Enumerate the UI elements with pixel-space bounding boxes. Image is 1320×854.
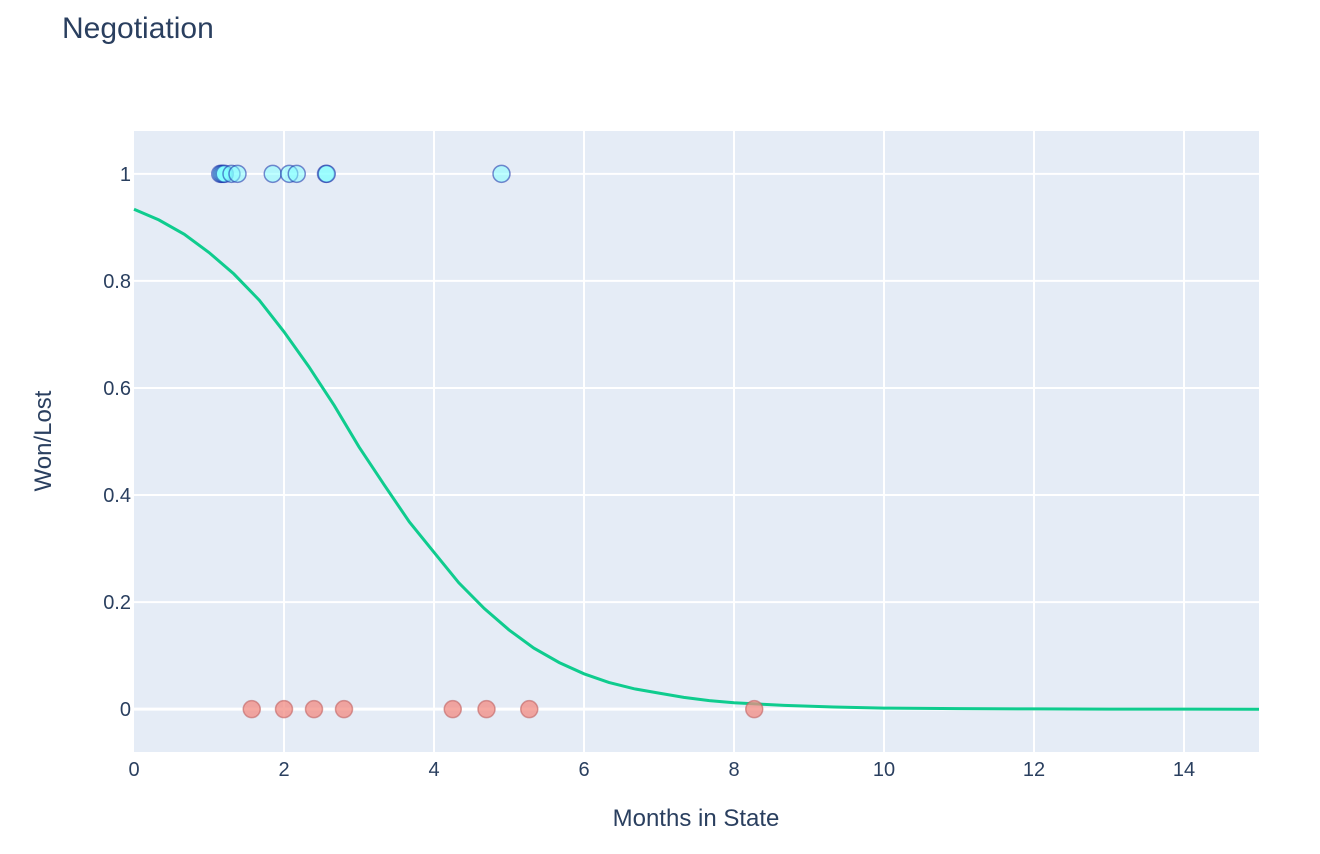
won-point — [492, 164, 511, 184]
x-tick-label: 2 — [278, 759, 289, 781]
x-tick-label: 0 — [128, 759, 139, 781]
lost-point — [334, 699, 354, 719]
lost-point — [520, 699, 539, 719]
lost-point — [304, 699, 324, 719]
x-tick-label: 8 — [728, 759, 739, 781]
won-point — [317, 164, 336, 184]
won-point — [228, 164, 247, 184]
y-tick-label: 1 — [120, 164, 131, 186]
x-tick-label: 6 — [578, 759, 589, 781]
y-axis-ticks: 0 0.2 0.4 0.6 0.8 1 — [103, 164, 131, 721]
lost-point — [745, 699, 764, 719]
y-tick-label: 0 — [120, 699, 131, 721]
x-axis-title: Months in State — [613, 805, 780, 832]
won-point — [263, 164, 282, 184]
x-tick-label: 14 — [1173, 759, 1195, 781]
chart-title: Negotiation — [62, 12, 214, 45]
x-tick-label: 12 — [1023, 759, 1045, 781]
fit-curve-layer — [133, 207, 1260, 711]
x-tick-label: 10 — [873, 759, 895, 781]
y-tick-label: 0.4 — [103, 485, 131, 507]
fit-curve — [133, 207, 1260, 711]
lost-point — [274, 699, 294, 719]
lost-point — [443, 699, 462, 719]
y-tick-label: 0.8 — [103, 271, 131, 293]
won-point — [287, 164, 306, 184]
y-tick-label: 0.2 — [103, 592, 131, 614]
x-axis-ticks: 0 2 4 6 8 10 12 14 — [128, 759, 1195, 781]
y-axis-title: Won/Lost — [30, 390, 57, 491]
lost-point — [242, 699, 261, 719]
y-tick-label: 0.6 — [103, 378, 131, 400]
lost-point — [477, 699, 496, 719]
plot-background — [134, 131, 1259, 752]
scatter-points-layer — [211, 164, 764, 719]
x-tick-label: 4 — [428, 759, 439, 781]
